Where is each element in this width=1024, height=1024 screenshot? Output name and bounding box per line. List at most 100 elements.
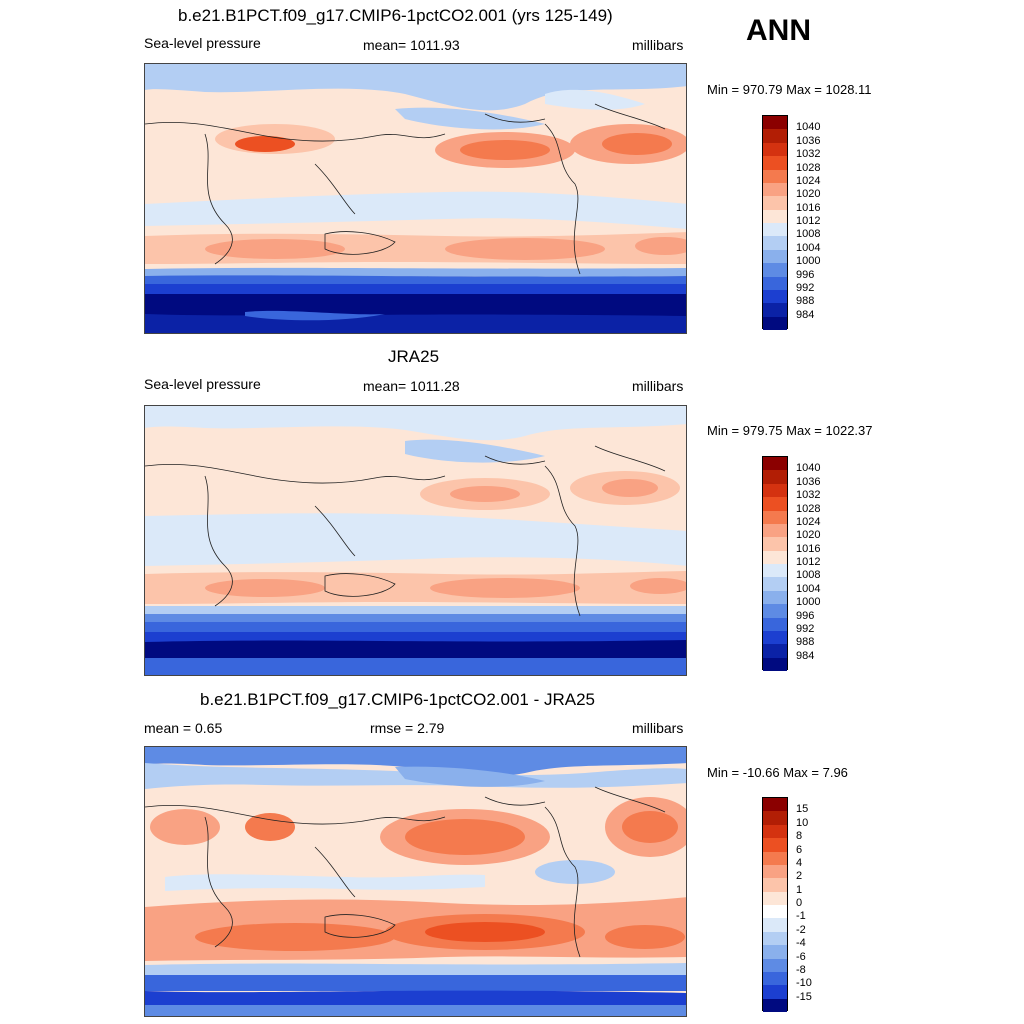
colorbar-swatch	[763, 604, 787, 618]
colorbar-swatch	[763, 891, 787, 905]
colorbar-label: 1020	[796, 529, 821, 542]
colorbar-swatch	[763, 878, 787, 892]
colorbar-swatch	[763, 577, 787, 591]
colorbar-label: 1004	[796, 582, 821, 595]
colorbar-label: 4	[796, 856, 803, 869]
colorbar-label: 1000	[796, 596, 821, 609]
colorbar-swatch	[763, 811, 787, 825]
colorbar-label: 2	[796, 870, 803, 883]
colorbar-label: 1008	[796, 228, 821, 241]
colorbar-swatch	[763, 945, 787, 959]
colorbar-swatch	[763, 276, 787, 290]
colorbar-swatch	[763, 142, 787, 157]
colorbar-swatch	[763, 483, 787, 498]
colorbar-swatch	[763, 129, 787, 143]
colorbar-label: 1016	[796, 201, 821, 214]
colorbar-label: 1024	[796, 174, 821, 187]
panel2-minmax: Min = 979.75 Max = 1022.37	[707, 423, 873, 438]
colorbar-label: 1028	[796, 502, 821, 515]
colorbar-swatch	[763, 209, 787, 223]
colorbar-swatch	[763, 457, 787, 471]
colorbar-label: 6	[796, 843, 803, 856]
colorbar-swatch	[763, 838, 787, 852]
panel1-mean-label: mean= 1011.93	[363, 37, 460, 53]
panel1-minmax: Min = 970.79 Max = 1028.11	[707, 82, 872, 97]
panel1-units-label: millibars	[632, 37, 684, 53]
colorbar-swatch	[763, 824, 787, 839]
colorbar-label: 1012	[796, 215, 821, 227]
colorbar-swatch	[763, 985, 787, 999]
colorbar-label: 1032	[796, 148, 821, 161]
panel2-title: JRA25	[388, 347, 440, 366]
colorbar-label: 1000	[796, 255, 821, 268]
colorbar-swatch	[763, 657, 787, 671]
colorbar-label: 0	[796, 897, 803, 909]
colorbar-swatch	[763, 510, 787, 524]
colorbar-label: 1032	[796, 489, 821, 502]
panel1-variable-label: Sea-level pressure	[144, 35, 261, 51]
colorbar-swatch	[763, 249, 787, 264]
colorbar-swatch	[763, 523, 787, 538]
season-label: ANN	[746, 14, 811, 47]
panel2-units-label: millibars	[632, 378, 684, 394]
colorbar-label: -10	[796, 977, 812, 990]
colorbar-label: 1040	[796, 121, 821, 134]
colorbar-swatch	[763, 169, 787, 183]
panel3-colorbar	[762, 797, 788, 1012]
colorbar-swatch	[763, 116, 787, 130]
colorbar-label: 1020	[796, 188, 821, 201]
colorbar-swatch	[763, 798, 787, 812]
colorbar-swatch	[763, 182, 787, 197]
colorbar-swatch	[763, 196, 787, 210]
colorbar-swatch	[763, 537, 787, 551]
panel3-title: b.e21.B1PCT.f09_g17.CMIP6-1pctCO2.001 - …	[200, 690, 595, 709]
panel1-map	[144, 63, 687, 334]
colorbar-label: 988	[796, 636, 815, 649]
colorbar-swatch	[763, 497, 787, 511]
colorbar-swatch	[763, 223, 787, 237]
colorbar-swatch	[763, 905, 787, 919]
colorbar-label: 10	[796, 816, 809, 829]
colorbar-swatch	[763, 864, 787, 879]
panel1-map-field	[145, 64, 686, 333]
colorbar-swatch	[763, 156, 787, 170]
panel2-map	[144, 405, 687, 676]
colorbar-swatch	[763, 998, 787, 1012]
colorbar-label: 1016	[796, 542, 821, 555]
colorbar-swatch	[763, 851, 787, 865]
colorbar-label: -6	[796, 950, 806, 963]
colorbar-swatch	[763, 918, 787, 932]
colorbar-label: -1	[796, 910, 806, 923]
colorbar-label: 1	[796, 883, 803, 896]
colorbar-swatch	[763, 470, 787, 484]
colorbar-label: 1008	[796, 569, 821, 582]
colorbar-label: -2	[796, 923, 806, 936]
colorbar-swatch	[763, 644, 787, 658]
colorbar-label: 1036	[796, 475, 821, 488]
panel3-minmax: Min = -10.66 Max = 7.96	[707, 765, 848, 780]
colorbar-label: 996	[796, 609, 815, 622]
colorbar-label: 1028	[796, 161, 821, 174]
colorbar-swatch	[763, 590, 787, 605]
colorbar-swatch	[763, 931, 787, 946]
colorbar-label: 992	[796, 281, 815, 294]
panel1-title: b.e21.B1PCT.f09_g17.CMIP6-1pctCO2.001 (y…	[178, 6, 613, 25]
colorbar-swatch	[763, 289, 787, 304]
colorbar-label: 1004	[796, 241, 821, 254]
colorbar-label: 996	[796, 268, 815, 281]
colorbar-swatch	[763, 971, 787, 986]
colorbar-label: 984	[796, 308, 815, 321]
panel2-variable-label: Sea-level pressure	[144, 376, 261, 392]
colorbar-label: 984	[796, 649, 815, 662]
colorbar-swatch	[763, 564, 787, 578]
colorbar-label: 1024	[796, 515, 821, 528]
panel3-map-field	[145, 747, 686, 1016]
colorbar-swatch	[763, 303, 787, 317]
colorbar-swatch	[763, 630, 787, 645]
colorbar-swatch	[763, 550, 787, 564]
panel3-map	[144, 746, 687, 1017]
panel3-rmse-label: rmse = 2.79	[370, 720, 445, 736]
colorbar-label: 992	[796, 622, 815, 635]
panel2-mean-label: mean= 1011.28	[363, 378, 460, 394]
colorbar-label: 1012	[796, 556, 821, 568]
